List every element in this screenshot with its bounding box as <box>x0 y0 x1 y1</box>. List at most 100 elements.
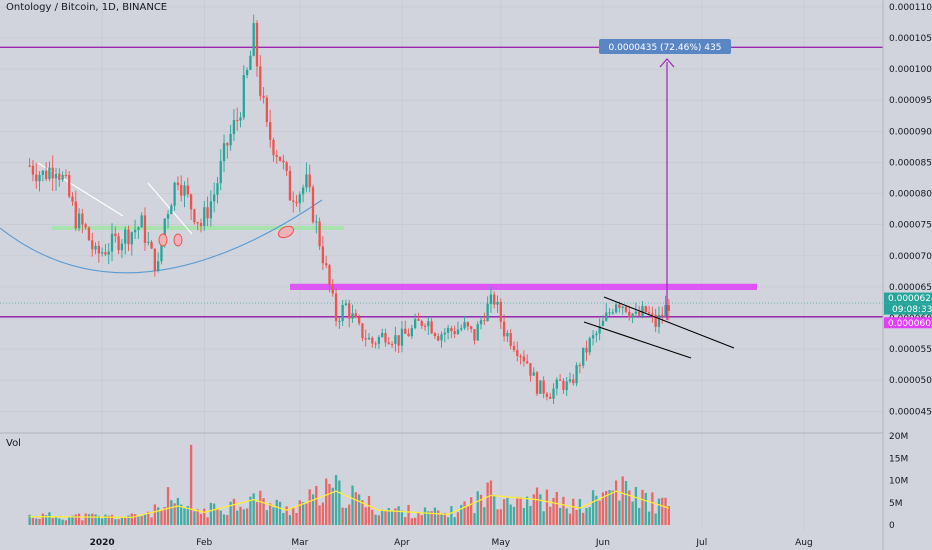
volume-bar <box>199 513 203 525</box>
candle-body <box>147 241 150 243</box>
volume-bar <box>81 520 84 525</box>
volume-bar <box>624 480 628 525</box>
channel-upper-line <box>603 296 735 349</box>
volume-bar <box>651 492 654 525</box>
candle-body <box>351 313 354 319</box>
candle-body <box>582 347 585 366</box>
candle-body <box>611 312 614 314</box>
volume-bar <box>226 514 229 525</box>
time-tick-label: May <box>492 538 511 548</box>
volume-bar <box>87 514 91 525</box>
candle-body <box>124 229 127 244</box>
channel-lower-line <box>583 321 692 359</box>
candle-body <box>153 248 157 271</box>
candle-body <box>354 313 357 318</box>
volume-bar <box>137 516 140 525</box>
volume-bar <box>163 507 166 525</box>
volume-bar <box>456 512 460 525</box>
candle-body <box>107 251 110 255</box>
candle-body <box>460 328 463 330</box>
volume-bar <box>100 518 104 525</box>
volume-bar <box>532 494 535 525</box>
candle-body <box>463 322 466 329</box>
candle-body <box>180 184 183 196</box>
candle-body <box>77 213 81 229</box>
volume-bar <box>156 507 160 525</box>
candle-body <box>114 233 117 237</box>
candle-body <box>275 155 278 157</box>
candle-body <box>532 372 535 376</box>
candle-body <box>110 233 114 252</box>
candle-body <box>502 321 506 337</box>
candle-body <box>265 97 269 123</box>
volume-bar <box>460 504 463 525</box>
volume-bar <box>328 483 331 525</box>
candle-body <box>440 334 443 341</box>
candle-body <box>91 240 94 250</box>
candle-body <box>539 380 542 394</box>
candle-body <box>621 306 624 308</box>
time-tick-label: Apr <box>394 538 410 548</box>
volume-bar <box>38 518 41 525</box>
volume-bar <box>150 517 153 525</box>
volume-bar <box>117 519 120 525</box>
candle-body <box>473 328 476 341</box>
volume-bar <box>390 510 394 525</box>
candle-body <box>170 205 173 215</box>
volume-bar <box>611 490 614 525</box>
volume-bar <box>91 513 94 525</box>
horizontal-line-price-badge <box>884 317 932 329</box>
volume-bar <box>364 507 367 525</box>
candle-body <box>394 335 397 344</box>
candle-body <box>245 69 249 76</box>
candle-body <box>282 160 285 163</box>
candle-body <box>456 329 460 335</box>
volume-bar <box>493 494 496 525</box>
volume-bar <box>628 490 631 525</box>
volume-bar <box>77 513 81 525</box>
price-tick-label: 0.0000450 <box>889 407 932 417</box>
candle-body <box>522 356 526 362</box>
volume-bar <box>242 509 245 525</box>
candle-body <box>143 215 147 243</box>
time-axis[interactable]: 2020 Feb Mar Apr May Jun Jul Aug <box>90 538 813 548</box>
volume-bar <box>598 500 601 525</box>
countdown-value: 09:08:33 <box>892 305 932 315</box>
candle-body <box>664 305 667 317</box>
volume-bar <box>160 509 163 525</box>
candle-body <box>64 175 68 177</box>
candle-body <box>437 336 440 341</box>
volume-bar <box>269 503 272 525</box>
candle-body <box>97 245 100 254</box>
candle-body <box>74 201 77 229</box>
candle-body <box>269 122 272 140</box>
candle-body <box>71 196 74 202</box>
candle-body <box>595 333 598 336</box>
volume-bar <box>292 507 295 525</box>
candle-body <box>61 175 64 180</box>
candle-body <box>657 314 661 327</box>
volume-bar <box>605 491 608 525</box>
volume-bar <box>463 501 466 525</box>
volume-bar <box>618 500 621 525</box>
candle-body <box>509 332 512 346</box>
volume-bar <box>173 503 176 525</box>
volume-bar <box>516 497 519 525</box>
volume-bar <box>130 513 133 525</box>
candle-body <box>209 201 213 219</box>
candle-body <box>489 294 493 304</box>
measure-label: 0.0000435 (72.46%) 435 <box>609 43 722 53</box>
candle-body <box>506 332 509 337</box>
volume-bar <box>249 496 252 525</box>
volume-bar <box>384 510 387 525</box>
volume-bar <box>552 497 555 525</box>
candle-body <box>189 194 193 210</box>
volume-bar <box>539 494 542 525</box>
candle-body <box>568 379 572 382</box>
candle-body <box>529 363 532 376</box>
candle-body <box>318 221 321 247</box>
